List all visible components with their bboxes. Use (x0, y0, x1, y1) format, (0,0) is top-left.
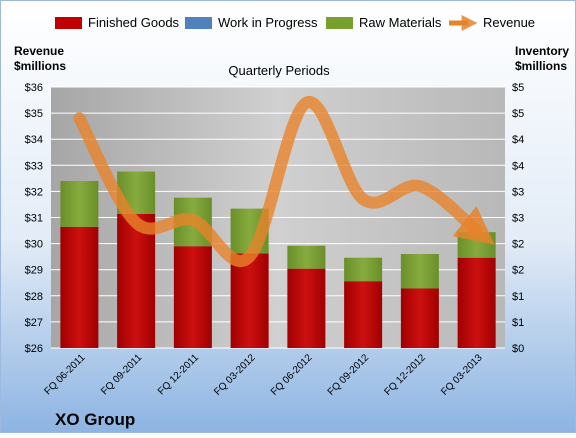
bar-finished-goods (230, 253, 269, 348)
left-tick-label: $31 (25, 213, 43, 225)
right-tick-label: $3 (512, 213, 524, 225)
chart-subtitle: Quarterly Periods (228, 63, 330, 78)
legend-swatch-work-in-progress (185, 17, 212, 29)
right-tick-label: $4 (512, 134, 524, 146)
right-tick-label: $1 (512, 317, 524, 329)
left-tick-label: $33 (25, 160, 43, 172)
right-tick-label: $2 (512, 265, 524, 277)
legend: Finished Goods Work in Progress Raw Mate… (55, 14, 535, 32)
left-tick-label: $26 (25, 343, 43, 355)
bar-finished-goods (344, 281, 383, 348)
left-tick-label: $32 (25, 186, 43, 198)
bar-raw-materials (287, 245, 326, 269)
right-tick-label: $5 (512, 108, 524, 120)
left-tick-label: $35 (25, 108, 43, 120)
legend-label-finished-goods: Finished Goods (88, 15, 180, 30)
left-axis-title-line1: Revenue (14, 44, 64, 58)
right-tick-label: $5 (512, 82, 524, 94)
revenue-line-layer (73, 96, 495, 267)
right-axis: $0 $1 $1 $2 $2 $3 $3 $4 $4 $5 $5 (512, 82, 524, 355)
right-tick-label: $3 (512, 186, 524, 198)
bar-finished-goods (60, 226, 99, 348)
bar-raw-materials (344, 257, 383, 282)
right-tick-label: $0 (512, 343, 524, 355)
bar-finished-goods (117, 213, 156, 348)
legend-label-raw-materials: Raw Materials (359, 15, 442, 30)
right-tick-label: $4 (512, 160, 524, 172)
bar-raw-materials (60, 180, 99, 227)
legend-label-revenue: Revenue (483, 15, 535, 30)
legend-swatch-raw-materials (326, 17, 353, 29)
right-tick-label: $2 (512, 239, 524, 251)
bar-raw-materials (400, 254, 439, 289)
left-tick-label: $27 (25, 317, 43, 329)
right-tick-label: $1 (512, 291, 524, 303)
left-tick-label: $28 (25, 291, 43, 303)
left-axis: $26 $27 $28 $29 $30 $31 $32 $33 $34 $35 $36 (25, 82, 43, 355)
legend-swatch-finished-goods (55, 17, 82, 29)
left-tick-label: $36 (25, 82, 43, 94)
left-tick-label: $30 (25, 239, 43, 251)
company-name: XO Group (55, 410, 135, 429)
revenue-line (73, 96, 495, 267)
legend-label-work-in-progress: Work in Progress (218, 15, 318, 30)
bar-finished-goods (400, 288, 439, 348)
left-tick-label: $29 (25, 265, 43, 277)
right-axis-title-line1: Inventory (515, 44, 569, 58)
right-axis-title-line2: $millions (515, 59, 567, 73)
bar-finished-goods (287, 268, 326, 348)
left-axis-title-line2: $millions (14, 59, 66, 73)
left-tick-label: $34 (25, 134, 43, 146)
bar-finished-goods (457, 257, 496, 348)
bar-finished-goods (173, 246, 212, 348)
